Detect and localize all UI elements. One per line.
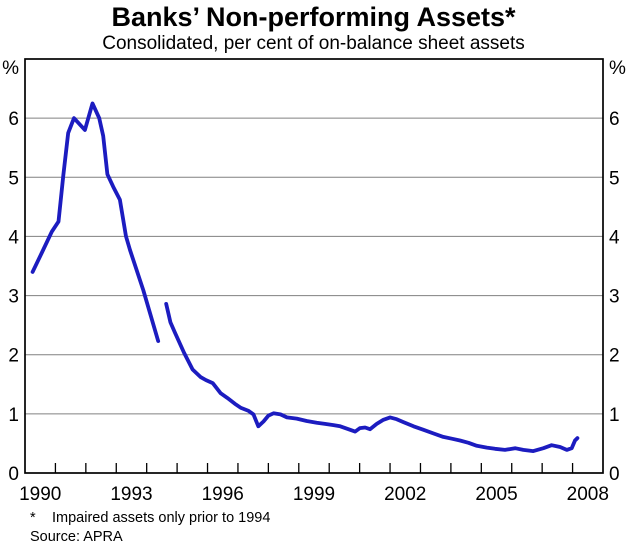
y-tick-label-left-4: 4 bbox=[8, 227, 19, 248]
y-tick-label-right-5: 5 bbox=[609, 168, 620, 189]
footnote: * Impaired assets only prior to 1994 bbox=[30, 510, 270, 527]
y-tick-label-left-6: 6 bbox=[8, 109, 19, 130]
y-tick-label-left-1: 1 bbox=[8, 405, 19, 426]
x-tick-label-2002: 2002 bbox=[384, 484, 426, 505]
x-tick-label-2005: 2005 bbox=[475, 484, 517, 505]
y-tick-label-left-3: 3 bbox=[8, 287, 19, 308]
x-tick-label-2008: 2008 bbox=[567, 484, 609, 505]
y-tick-label-right-2: 2 bbox=[609, 346, 620, 367]
y-tick-label-right-4: 4 bbox=[609, 227, 620, 248]
source-text: Source: APRA bbox=[30, 529, 123, 545]
x-tick-label-1999: 1999 bbox=[293, 484, 335, 505]
y-tick-label-left-5: 5 bbox=[8, 168, 19, 189]
x-axis-ticks bbox=[54, 463, 574, 473]
npa-line-non-performing-assets-from-1994 bbox=[164, 301, 580, 454]
x-tick-label-1993: 1993 bbox=[110, 484, 152, 505]
plot-border bbox=[24, 58, 604, 474]
footnote-text: Impaired assets only prior to 1994 bbox=[52, 510, 271, 526]
y-axis-unit-left: % bbox=[2, 58, 19, 79]
npa-line-impaired-assets-pre-1994 bbox=[30, 101, 161, 344]
x-tick-label-1990: 1990 bbox=[19, 484, 61, 505]
y-axis-unit-right: % bbox=[609, 58, 626, 79]
plot-frame bbox=[24, 58, 604, 474]
chart-title: Banks’ Non-performing Assets* bbox=[111, 2, 516, 32]
y-tick-label-left-0: 0 bbox=[8, 464, 19, 485]
footnote-asterisk: * bbox=[30, 510, 36, 526]
y-axis-labels: 0 0 1 1 2 2 3 3 4 4 5 5 6 6%% bbox=[2, 58, 626, 485]
y-tick-label-left-2: 2 bbox=[8, 346, 19, 367]
x-axis-labels: 1990 1993 1996 1999 2002 2005 2008 bbox=[19, 484, 609, 505]
chart-subtitle: Consolidated, per cent of on-balance she… bbox=[102, 33, 525, 54]
gridlines bbox=[25, 117, 603, 415]
y-tick-label-right-1: 1 bbox=[609, 405, 620, 426]
data-series bbox=[30, 101, 580, 454]
x-tick-label-1996: 1996 bbox=[202, 484, 244, 505]
y-tick-label-right-0: 0 bbox=[609, 464, 620, 485]
y-tick-label-right-6: 6 bbox=[609, 109, 620, 130]
y-tick-label-right-3: 3 bbox=[609, 287, 620, 308]
